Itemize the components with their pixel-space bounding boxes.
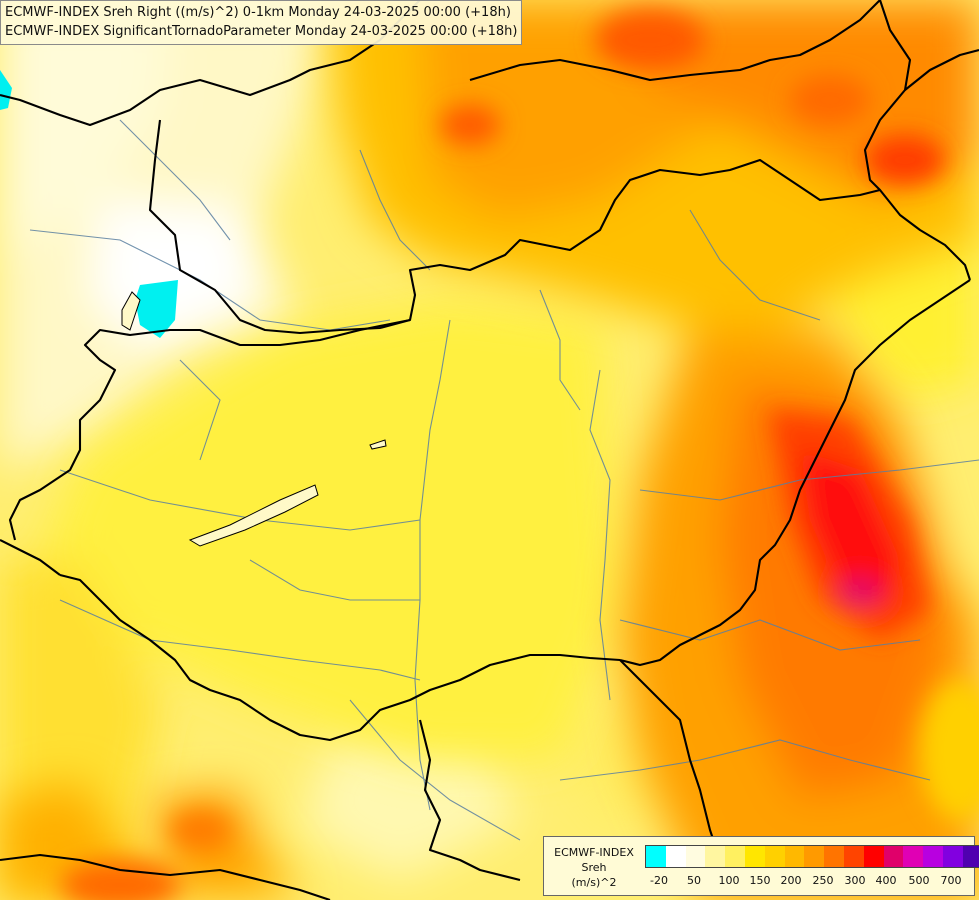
map-title-box: ECMWF-INDEX Sreh Right ((m/s)^2) 0-1km M… <box>0 0 523 45</box>
legend-swatch <box>843 846 864 867</box>
legend-swatch <box>804 846 825 867</box>
legend-swatch <box>962 846 979 867</box>
legend-swatch <box>705 846 726 867</box>
legend-tick-label: 150 <box>749 874 771 887</box>
legend-label: ECMWF-INDEX Sreh (m/s)^2 <box>548 845 640 890</box>
legend-swatch <box>923 846 943 867</box>
title-line-sreh: ECMWF-INDEX Sreh Right ((m/s)^2) 0-1km M… <box>5 5 511 20</box>
legend-tick-label: 500 <box>908 874 930 887</box>
negative-sreh-zone <box>0 70 178 338</box>
legend-swatch <box>903 846 924 867</box>
legend-swatch <box>665 846 686 867</box>
legend-tick-label: 400 <box>875 874 897 887</box>
title-line-stp: ECMWF-INDEX SignificantTornadoParameter … <box>5 24 518 39</box>
legend-tick-label: 700 <box>940 874 962 887</box>
legend-swatch <box>784 846 805 867</box>
legend-swatch <box>685 846 706 867</box>
legend-swatch <box>646 846 666 867</box>
legend-swatch <box>883 846 904 867</box>
legend-variable: Sreh <box>581 861 607 874</box>
legend-swatch <box>824 846 844 867</box>
legend-swatch <box>764 846 785 867</box>
legend-tick-label: 200 <box>780 874 802 887</box>
legend-unit: (m/s)^2 <box>571 876 617 889</box>
legend-swatch <box>744 846 765 867</box>
legend-tick-label: 300 <box>844 874 866 887</box>
legend-tick-label: 100 <box>718 874 740 887</box>
max-sreh-core <box>60 10 979 900</box>
legend-swatch <box>942 846 963 867</box>
legend-swatch <box>863 846 884 867</box>
legend-swatch <box>725 846 745 867</box>
legend-ticks: -20 50 100 150 200 250 300 400 500 700 <box>645 874 965 890</box>
legend-color-scale <box>645 845 979 868</box>
legend-source: ECMWF-INDEX <box>554 846 634 859</box>
color-legend: ECMWF-INDEX Sreh (m/s)^2 -20 50 100 150 200 2… <box>543 836 979 896</box>
lakes <box>121 291 387 547</box>
legend-tick-label: 250 <box>812 874 834 887</box>
legend-tick-label: 50 <box>687 874 701 887</box>
legend-tick-label: -20 <box>650 874 668 887</box>
mid-sreh-field <box>0 220 979 900</box>
